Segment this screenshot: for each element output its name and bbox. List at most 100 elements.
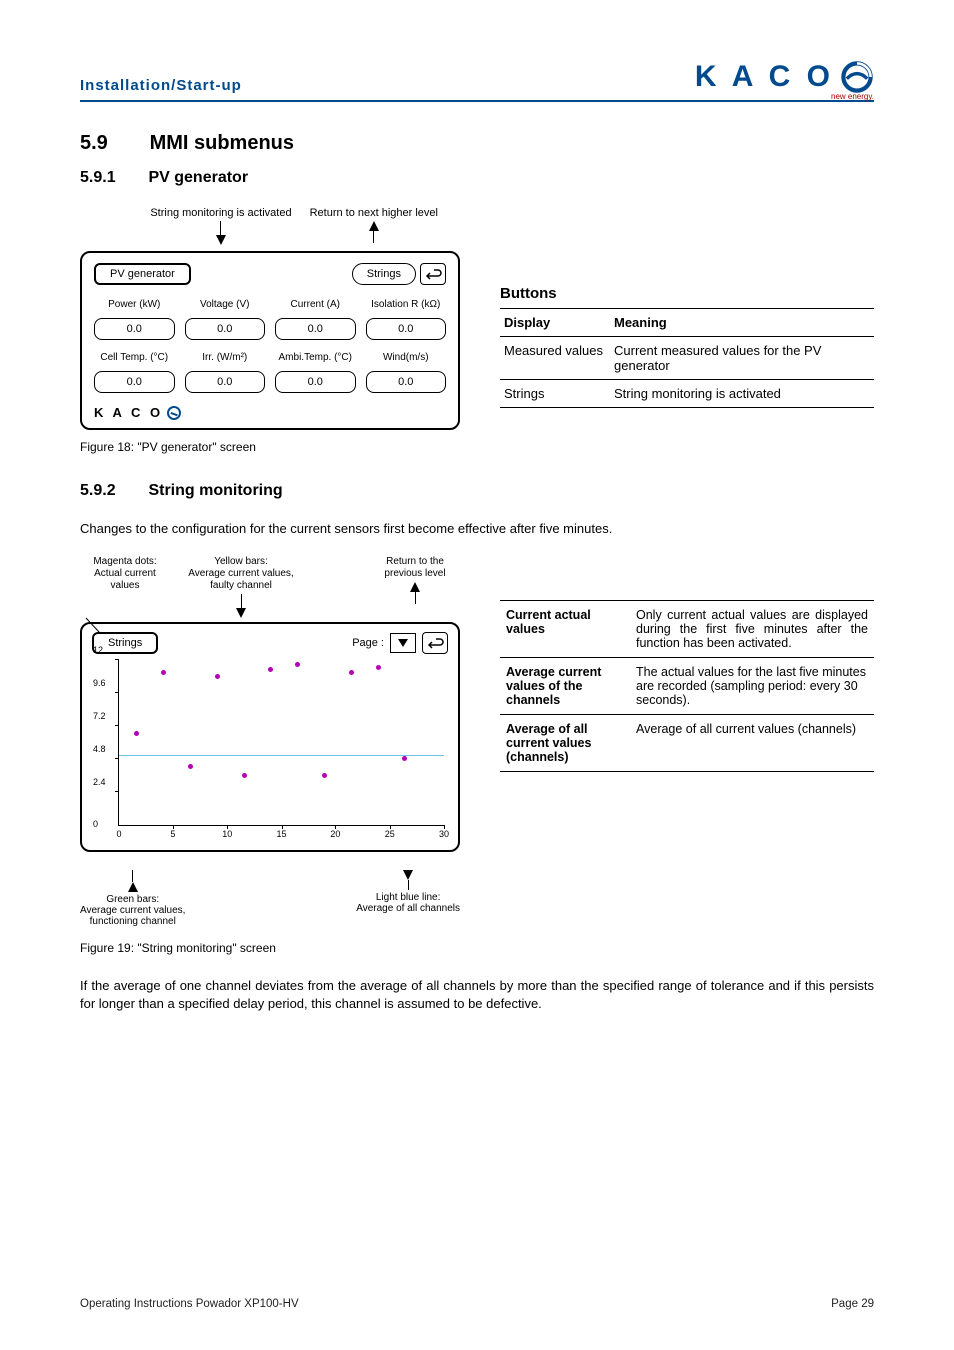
figure-18-caption: Figure 18: "PV generator" screen [80, 440, 460, 454]
logo-subtext: new energy. [831, 92, 874, 101]
pv-screen-mock: PV generator Strings Power (kW) Voltage … [80, 251, 460, 430]
lbl-celltemp: Cell Temp. (°C) [94, 352, 175, 363]
val-power: 0.0 [94, 318, 175, 340]
def-r1k: Current actual values [500, 601, 630, 658]
lbl-ambitemp: Ambi.Temp. (°C) [275, 352, 356, 363]
buttons-th-display: Display [500, 309, 610, 337]
heading-5-9-1-num: 5.9.1 [80, 169, 144, 187]
xlab-2: 10 [222, 829, 232, 839]
xlab-6: 30 [439, 829, 449, 839]
def-r2v: The actual values for the last five minu… [630, 658, 874, 715]
val-celltemp: 0.0 [94, 371, 175, 393]
data-dot [134, 731, 139, 736]
definitions-table: Current actual values Only current actua… [500, 600, 874, 772]
figure-19-caption: Figure 19: "String monitoring" screen [80, 941, 460, 955]
anno-strings-activated: String monitoring is activated [150, 207, 291, 219]
anno-return-prev: Return to the previous level [384, 556, 445, 580]
header-title: Installation/Start-up [80, 77, 242, 94]
val-current: 0.0 [275, 318, 356, 340]
heading-5-9-2-num: 5.9.2 [80, 482, 144, 500]
data-dot [242, 773, 247, 778]
buttons-r1c2: Current measured values for the PV gener… [610, 337, 874, 380]
arrow-down-icon [236, 608, 246, 618]
data-dot [188, 764, 193, 769]
ylab-5: 12 [93, 645, 103, 655]
buttons-th-meaning: Meaning [610, 309, 874, 337]
data-dot [215, 674, 220, 679]
footer-left: Operating Instructions Powador XP100-HV [80, 1298, 299, 1310]
tiny-swirl-icon [165, 404, 183, 422]
strings-screen-mock: Strings Page : 0 2.4 4.8 7. [80, 622, 460, 852]
lbl-current: Current (A) [275, 299, 356, 310]
chart-area: 0 2.4 4.8 7.2 9.6 12 0 5 10 15 20 25 30 [118, 660, 444, 826]
page-header: Installation/Start-up K A C O [80, 60, 874, 102]
arrow-up-icon [128, 882, 138, 892]
lbl-isolation: Isolation R (kΩ) [366, 299, 447, 310]
ylab-4: 9.6 [93, 678, 106, 688]
ylab-0: 0 [93, 819, 98, 829]
val-isolation: 0.0 [366, 318, 447, 340]
tab-strings[interactable]: Strings [352, 263, 416, 285]
data-dot [295, 662, 300, 667]
buttons-table: Display Meaning Measured values Current … [500, 308, 874, 408]
buttons-r2c2: String monitoring is activated [610, 380, 874, 408]
ylab-1: 2.4 [93, 777, 106, 787]
definitions-block: Current actual values Only current actua… [500, 556, 874, 772]
heading-5-9-1-title: PV generator [148, 169, 248, 186]
back-arrow-icon [426, 636, 444, 650]
dropdown-arrow-icon [398, 639, 408, 647]
lbl-irr: Irr. (W/m²) [185, 352, 266, 363]
def-r3v: Average of all current values (channels) [630, 715, 874, 772]
heading-5-9-title: MMI submenus [150, 132, 294, 154]
footer-right: Page 29 [831, 1298, 874, 1310]
page-footer: Operating Instructions Powador XP100-HV … [80, 1298, 874, 1310]
page-dropdown[interactable] [390, 633, 416, 653]
xlab-0: 0 [116, 829, 121, 839]
val-ambitemp: 0.0 [275, 371, 356, 393]
back-arrow-icon [424, 267, 442, 281]
tab-pv-generator[interactable]: PV generator [94, 263, 191, 285]
xlab-3: 15 [276, 829, 286, 839]
anno-blue: Light blue line: Average of all channels [356, 892, 460, 914]
data-dot [349, 670, 354, 675]
val-wind: 0.0 [366, 371, 447, 393]
data-dot [268, 667, 273, 672]
def-r2k: Average current values of the channels [500, 658, 630, 715]
back-button-chart[interactable] [422, 632, 448, 654]
arrow-up-icon [369, 221, 379, 231]
lbl-power: Power (kW) [94, 299, 175, 310]
p-tolerance: If the average of one channel deviates f… [80, 977, 874, 1013]
heading-5-9-2-title: String monitoring [148, 482, 282, 499]
heading-5-9-1: 5.9.1 PV generator [80, 169, 874, 187]
val-voltage: 0.0 [185, 318, 266, 340]
p-592-intro: Changes to the configuration for the cur… [80, 520, 874, 538]
xlab-4: 20 [330, 829, 340, 839]
buttons-title: Buttons [500, 285, 874, 302]
val-irr: 0.0 [185, 371, 266, 393]
anno-magenta: Magenta dots: Actual current values [93, 556, 156, 592]
figure-pv-generator: String monitoring is activated Return to… [80, 207, 460, 454]
arrow-up-icon [410, 582, 420, 592]
ylab-2: 4.8 [93, 744, 106, 754]
xlab-5: 25 [385, 829, 395, 839]
page-label: Page : [352, 637, 384, 649]
logo-text: K A C O [695, 60, 834, 94]
logo: K A C O [695, 60, 874, 94]
back-button[interactable] [420, 263, 446, 285]
data-dot [376, 665, 381, 670]
anno-yellow: Yellow bars: Average current values, fau… [188, 556, 293, 592]
def-r1v: Only current actual values are displayed… [630, 601, 874, 658]
xlab-1: 5 [170, 829, 175, 839]
buttons-block: Buttons Display Meaning Measured values … [500, 207, 874, 408]
heading-5-9: 5.9 MMI submenus [80, 132, 874, 155]
heading-5-9-num: 5.9 [80, 132, 144, 155]
screen-logo: K A C O [94, 405, 446, 420]
heading-5-9-2: 5.9.2 String monitoring [80, 482, 874, 500]
buttons-r2c1: Strings [500, 380, 610, 408]
anno-return-higher: Return to next higher level [310, 207, 438, 219]
lbl-wind: Wind(m/s) [366, 352, 447, 363]
def-r3k: Average of all current values (channels) [500, 715, 630, 772]
ylab-3: 7.2 [93, 711, 106, 721]
data-dot [161, 670, 166, 675]
arrow-down-icon [403, 870, 413, 880]
